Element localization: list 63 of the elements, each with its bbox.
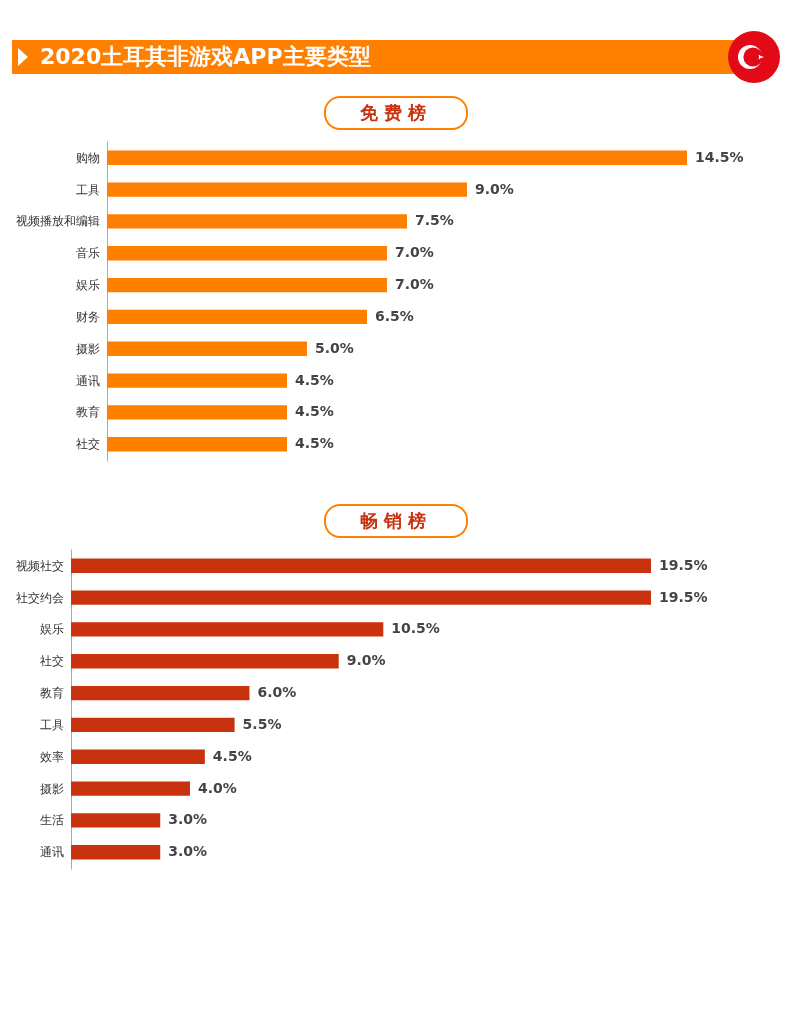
y-tick-label: 教育 xyxy=(75,405,100,420)
data-label: 10.5% xyxy=(391,620,440,637)
bar xyxy=(107,405,287,420)
data-label: 7.0% xyxy=(395,276,434,293)
data-label: 9.0% xyxy=(346,652,386,669)
y-tick-label: 社交 xyxy=(75,437,100,452)
bar xyxy=(107,150,687,165)
data-label: 3.0% xyxy=(168,843,208,860)
bar xyxy=(107,182,467,197)
y-tick-label: 教育 xyxy=(39,686,64,701)
data-label: 4.5% xyxy=(295,435,334,452)
data-label: 5.0% xyxy=(315,339,354,356)
y-tick-label: 娱乐 xyxy=(75,278,100,293)
bar xyxy=(107,341,307,356)
y-tick-label: 视频社交 xyxy=(15,558,64,573)
y-tick-label: 工具 xyxy=(75,182,100,197)
bar xyxy=(107,246,387,261)
y-tick-label: 购物 xyxy=(75,150,100,165)
bar xyxy=(71,558,651,573)
data-label: 7.0% xyxy=(395,244,434,261)
data-label: 19.5% xyxy=(659,556,708,573)
bar xyxy=(71,749,205,764)
y-tick-label: 通讯 xyxy=(39,845,64,860)
data-label: 9.0% xyxy=(475,180,514,197)
y-tick-label: 摄影 xyxy=(39,781,64,796)
chart-subtitle: 畅销榜 xyxy=(323,504,468,538)
y-tick-label: 财务 xyxy=(75,309,100,324)
y-tick-label: 社交 xyxy=(39,654,64,669)
y-tick-label: 效率 xyxy=(39,749,64,764)
bar xyxy=(107,277,387,293)
y-tick-label: 通讯 xyxy=(75,373,100,388)
y-tick-label: 工具 xyxy=(39,717,64,732)
chart-subtitle: 免费榜 xyxy=(323,96,468,130)
bar xyxy=(71,622,384,637)
y-tick-label: 摄影 xyxy=(75,341,100,356)
data-label: 3.0% xyxy=(168,811,208,828)
bar xyxy=(71,685,250,701)
bar xyxy=(71,717,235,733)
bar xyxy=(107,309,367,325)
bar xyxy=(71,590,651,605)
bar xyxy=(71,845,161,860)
data-label: 4.5% xyxy=(295,371,334,388)
data-label: 7.5% xyxy=(415,212,454,229)
data-label: 5.5% xyxy=(242,715,282,732)
y-tick-label: 生活 xyxy=(39,813,64,828)
bar xyxy=(107,373,287,388)
y-tick-label: 社交约会 xyxy=(15,590,64,605)
y-tick-label: 娱乐 xyxy=(39,622,64,637)
data-label: 4.5% xyxy=(212,747,252,764)
bar xyxy=(71,781,190,796)
bar xyxy=(71,813,161,828)
bar xyxy=(71,654,339,669)
data-label: 6.0% xyxy=(257,684,297,701)
data-label: 4.5% xyxy=(295,403,334,420)
data-label: 14.5% xyxy=(695,148,744,165)
data-label: 6.5% xyxy=(375,307,414,324)
y-tick-label: 音乐 xyxy=(75,246,100,261)
bar xyxy=(107,437,287,452)
chart-title: 2020土耳其非游戏APP主要类型 xyxy=(40,44,371,69)
data-label: 19.5% xyxy=(659,588,708,605)
bar xyxy=(107,214,407,229)
data-label: 4.0% xyxy=(197,779,237,796)
y-tick-label: 视频播放和编辑 xyxy=(15,214,100,229)
